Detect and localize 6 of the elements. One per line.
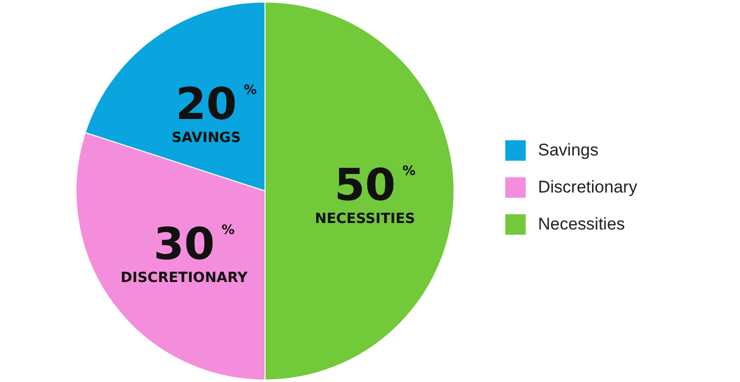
text: 30% DISCRETIONARY [120, 218, 248, 286]
legend-label: Discretionary [538, 178, 638, 196]
text: 20% SAVINGS [172, 79, 257, 146]
legend-label: Necessities [538, 214, 625, 234]
legend-label: Savings [538, 140, 598, 160]
text: 50% NECESSITIES [314, 160, 416, 227]
